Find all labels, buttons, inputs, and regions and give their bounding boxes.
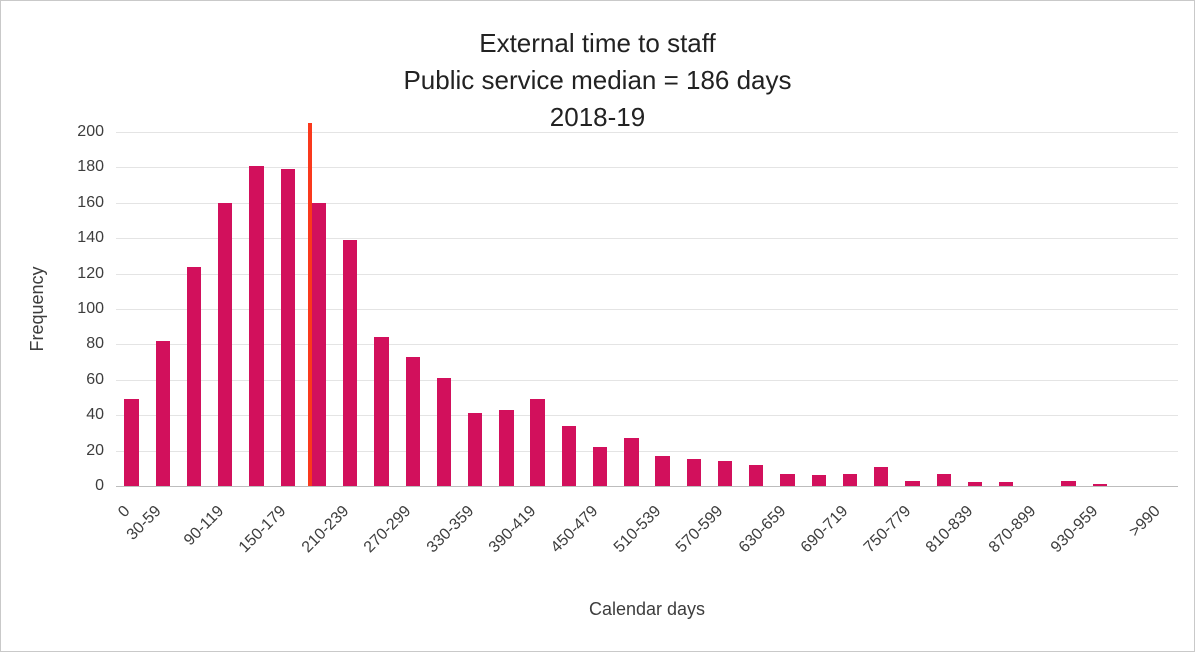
y-tick-label: 80 <box>86 335 104 353</box>
x-tick-label: 30-59 <box>123 502 165 544</box>
y-axis-title: Frequency <box>27 266 47 352</box>
bar <box>655 455 670 486</box>
y-tick-label: 160 <box>77 193 104 211</box>
plot-area: 0 20 40 60 80 100 120 140 160 180 200 0 30-59 90-119 1… <box>77 123 1178 556</box>
bar <box>1061 480 1076 486</box>
x-tick-label: >990 <box>1126 502 1165 541</box>
bar <box>155 340 171 486</box>
bar <box>530 399 545 486</box>
y-tick-label: 20 <box>86 441 104 459</box>
bar <box>499 409 514 486</box>
chart-title-line3: 2018-19 <box>549 102 646 132</box>
x-tick-label: 870-899 <box>985 502 1040 557</box>
bar <box>374 337 389 486</box>
bar <box>436 378 452 486</box>
gridline <box>116 202 1178 204</box>
x-tick-label: 570-599 <box>673 502 727 557</box>
bar <box>186 266 202 486</box>
gridline <box>116 273 1178 275</box>
bar <box>967 482 983 486</box>
bar <box>749 464 764 486</box>
y-tick-label: 140 <box>77 229 104 247</box>
bar <box>842 473 858 486</box>
x-axis-line <box>116 486 1178 487</box>
gridline <box>116 167 1178 169</box>
median-line <box>307 123 312 486</box>
chart-title-line2: Public service median = 186 days <box>403 65 792 95</box>
bar <box>249 165 264 486</box>
y-tick-label: 60 <box>86 370 104 388</box>
bar <box>1092 484 1108 486</box>
chart-title: External time to staff Public service me… <box>1 25 1194 136</box>
y-tick-label: 180 <box>77 158 104 176</box>
gridline <box>116 238 1178 240</box>
y-tick-label: 120 <box>77 264 104 282</box>
x-tick-label: 390-419 <box>485 502 540 557</box>
chart-title-line1: External time to staff <box>479 28 716 58</box>
y-tick-label: 40 <box>86 406 104 424</box>
bar <box>999 482 1014 486</box>
x-tick-label: 90-119 <box>180 502 227 550</box>
y-tick-label: 0 <box>95 477 104 494</box>
x-tick-label: 810-839 <box>923 502 977 557</box>
x-tick-label: 690-719 <box>798 502 852 557</box>
x-tick-label: 450-479 <box>548 502 602 557</box>
gridline <box>116 415 1178 417</box>
bar <box>343 239 358 486</box>
gridline <box>116 132 1178 133</box>
bar <box>405 356 420 486</box>
gridline <box>116 309 1178 310</box>
y-tick-label: 200 <box>77 123 104 140</box>
gridline <box>116 344 1178 346</box>
gridline <box>116 379 1178 381</box>
x-tick-label: 510-539 <box>610 502 665 557</box>
bar <box>686 459 702 486</box>
bar <box>280 169 295 486</box>
x-tick-label: 930-959 <box>1048 502 1102 557</box>
bar <box>218 202 233 486</box>
x-tick-label: 630-659 <box>735 502 790 557</box>
bar <box>780 473 795 486</box>
bar <box>592 447 608 486</box>
x-tick-label: 330-359 <box>423 502 477 557</box>
x-tick-label: 0 <box>114 502 134 521</box>
x-tick-label: 150-179 <box>235 502 290 557</box>
bar <box>936 473 951 486</box>
bar <box>874 466 889 486</box>
bar <box>811 475 826 486</box>
y-tick-label: 100 <box>77 300 104 317</box>
gridline <box>116 450 1178 452</box>
bar <box>624 438 639 486</box>
x-tick-label: 270-299 <box>360 502 415 557</box>
x-tick-label: 210-239 <box>298 502 352 557</box>
x-axis-title: Calendar days <box>588 599 706 619</box>
bar <box>468 413 483 486</box>
bar <box>561 425 577 486</box>
bar <box>124 399 139 486</box>
x-tick-label: 750-779 <box>860 502 915 557</box>
bar <box>717 461 733 486</box>
bar <box>905 480 920 486</box>
bar <box>311 202 327 486</box>
